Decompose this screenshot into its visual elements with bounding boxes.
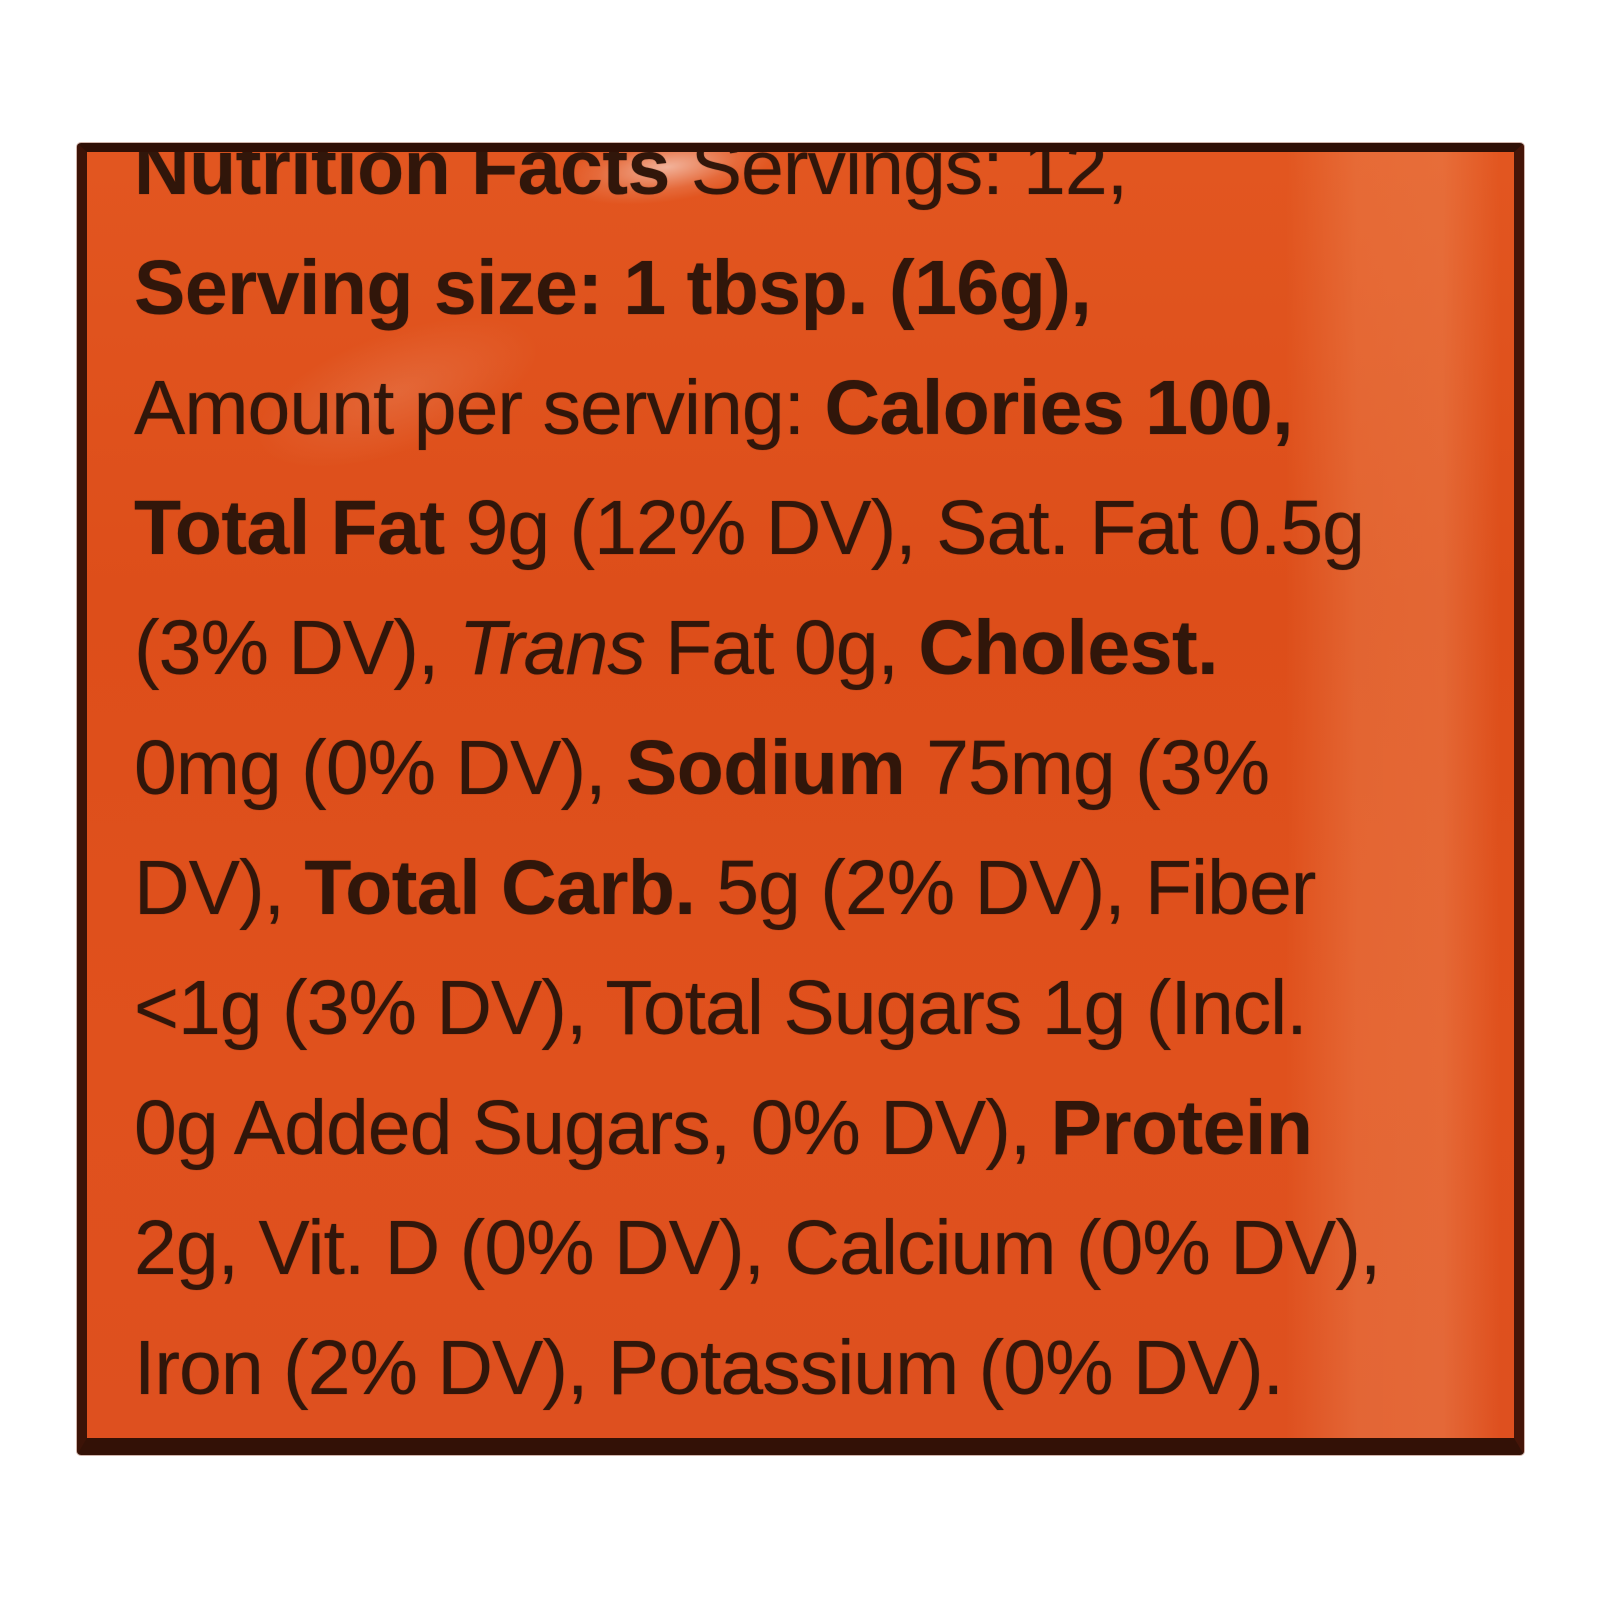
label-text-segment: Protein (1050, 1085, 1313, 1171)
label-text-segment: Iron (2% DV), Potassium (0% DV). (134, 1325, 1284, 1411)
label-text-segment: 0mg (0% DV), (134, 725, 626, 811)
label-text-segment: 5g (2% DV), Fiber (716, 845, 1316, 931)
label-text-segment: Sodium (625, 725, 927, 811)
label-text-segment: <1g (3% DV), Total Sugars 1g (Incl. (134, 965, 1308, 1051)
nutrition-facts-text: Nutrition Facts Servings: 12, Serving siz… (134, 143, 1494, 1428)
label-line: 0g Added Sugars, 0% DV), Protein (134, 1068, 1494, 1188)
label-text-segment: 9g (12% DV), Sat. Fat 0.5g (465, 485, 1365, 571)
label-text-segment: Cholest. (918, 605, 1219, 691)
label-text-segment: Calories 100, (824, 365, 1294, 451)
label-line: (3% DV), Trans Fat 0g, Cholest. (134, 588, 1494, 708)
label-text-segment: 0g Added Sugars, 0% DV), (134, 1085, 1051, 1171)
label-line: Iron (2% DV), Potassium (0% DV). (134, 1308, 1494, 1428)
label-text-segment: Nutrition Facts (134, 143, 691, 211)
label-text-segment: Serving size: 1 tbsp. (16g), (134, 245, 1092, 331)
label-text-segment: Amount per serving: (134, 365, 825, 451)
label-line: 2g, Vit. D (0% DV), Calcium (0% DV), (134, 1188, 1494, 1308)
label-text-segment: DV), (134, 845, 305, 931)
label-text-segment: Trans (458, 605, 666, 691)
label-line: <1g (3% DV), Total Sugars 1g (Incl. (134, 948, 1494, 1068)
label-line: 0mg (0% DV), Sodium 75mg (3% (134, 708, 1494, 828)
label-line: Serving size: 1 tbsp. (16g), (134, 228, 1494, 348)
label-text-segment: Total Fat (134, 485, 466, 571)
label-text-segment: (3% DV), (134, 605, 459, 691)
label-line: Nutrition Facts Servings: 12, (134, 143, 1494, 228)
label-line: Total Fat 9g (12% DV), Sat. Fat 0.5g (134, 468, 1494, 588)
nutrition-label-panel: Nutrition Facts Servings: 12, Serving siz… (77, 143, 1524, 1455)
label-text-segment: Fat 0g, (665, 605, 919, 691)
label-text-segment: 75mg (3% (926, 725, 1270, 811)
label-text-segment: Servings: 12, (690, 143, 1128, 211)
label-line: Amount per serving: Calories 100, (134, 348, 1494, 468)
label-text-segment: Total Carb. (304, 845, 717, 931)
label-text-segment: 2g, Vit. D (0% DV), Calcium (0% DV), (134, 1205, 1381, 1291)
label-line: DV), Total Carb. 5g (2% DV), Fiber (134, 828, 1494, 948)
